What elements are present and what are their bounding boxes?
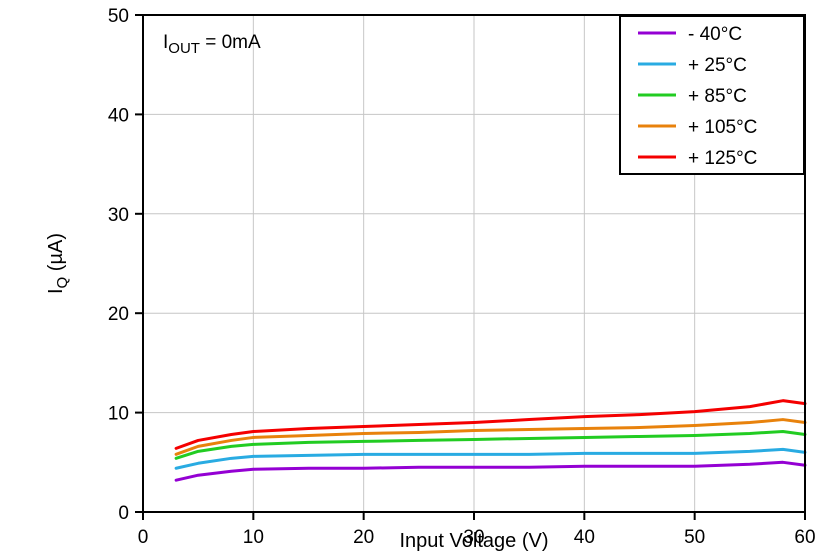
x-tick-label: 10: [243, 527, 264, 548]
y-tick-label: 50: [108, 6, 129, 27]
series-line-+25°C: [174, 447, 807, 470]
legend-label-+85°C: + 85°C: [688, 86, 747, 107]
y-tick-label: 10: [108, 404, 129, 425]
series-line-+105°C: [174, 418, 807, 456]
x-tick-label: 0: [138, 527, 149, 548]
y-tick-label: 0: [118, 503, 129, 524]
x-tick-label: 50: [684, 527, 705, 548]
x-tick-label: 20: [353, 527, 374, 548]
y-tick-label: 20: [108, 304, 129, 325]
y-tick-label: 30: [108, 205, 129, 226]
series-line-+125°C: [174, 399, 807, 450]
x-tick-label: 30: [463, 527, 484, 548]
y-tick-label: 40: [108, 105, 129, 126]
legend-label--40°C: - 40°C: [688, 24, 742, 45]
annotation-iout: IOUT = 0mA: [163, 32, 261, 57]
legend-label-+25°C: + 25°C: [688, 55, 747, 76]
series-line--40°C: [174, 460, 807, 482]
x-tick-label: 40: [574, 527, 595, 548]
legend-label-+125°C: + 125°C: [688, 148, 757, 169]
x-tick-label: 60: [794, 527, 815, 548]
series-line-+85°C: [174, 429, 807, 460]
y-axis-label: IQ (µA): [45, 233, 71, 294]
legend-label-+105°C: + 105°C: [688, 117, 757, 138]
x-axis-label: Input Voltage (V): [400, 530, 549, 552]
